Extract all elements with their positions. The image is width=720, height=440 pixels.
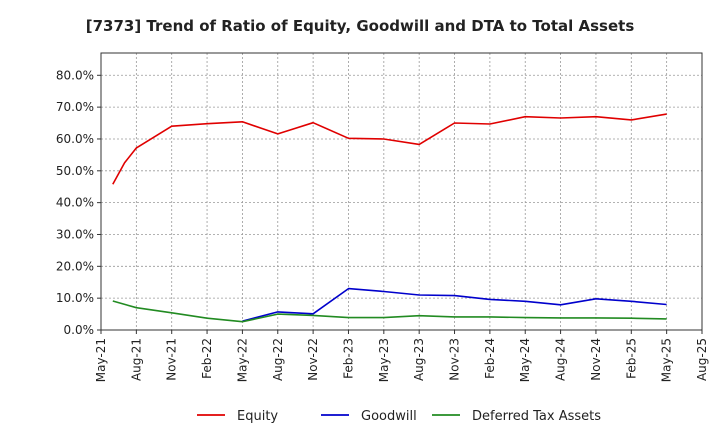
legend: Equity Goodwill Deferred Tax Assets — [197, 409, 601, 424]
y-tick-label: 10.0% — [56, 291, 94, 305]
x-tick-label: Feb-25 — [624, 338, 638, 379]
legend-label: Equity — [237, 409, 278, 424]
y-tick-label: 30.0% — [56, 227, 94, 241]
x-tick-label: Nov-21 — [165, 338, 179, 381]
y-tick-label: 50.0% — [56, 164, 94, 178]
y-tick-label: 40.0% — [56, 196, 94, 210]
x-tick-label: Aug-24 — [554, 338, 568, 381]
x-axis: May-21 Aug-21 Nov-21 Feb-22 May-22 Aug-22 Nov-… — [94, 330, 709, 382]
x-tick-label: Aug-23 — [412, 338, 426, 381]
chart-title: [7373] Trend of Ratio of Equity, Goodwil… — [86, 17, 635, 35]
x-tick-label: May-24 — [518, 338, 532, 382]
x-tick-label: May-22 — [235, 338, 249, 382]
y-tick-label: 80.0% — [56, 68, 94, 82]
series-line-equity — [112, 113, 667, 185]
x-tick-label: Nov-23 — [448, 338, 462, 381]
legend-label: Goodwill — [361, 409, 417, 424]
x-tick-label: Nov-24 — [589, 338, 603, 381]
x-tick-label: Aug-21 — [129, 338, 143, 381]
legend-label: Deferred Tax Assets — [472, 409, 601, 424]
y-tick-label: 20.0% — [56, 259, 94, 273]
x-tick-label: Aug-25 — [695, 338, 709, 381]
x-tick-label: May-21 — [94, 338, 108, 382]
y-tick-label: 70.0% — [56, 100, 94, 114]
x-tick-label: Feb-23 — [341, 338, 355, 379]
series-line-deferred-tax-assets — [112, 300, 667, 323]
x-tick-label: May-23 — [377, 338, 391, 382]
series-layer — [112, 113, 667, 323]
y-tick-label: 60.0% — [56, 132, 94, 146]
x-tick-label: Nov-22 — [306, 338, 320, 381]
y-axis: 0.0% 10.0% 20.0% 30.0% 40.0% 50.0% 60.0% 70.0% 8… — [56, 68, 101, 337]
x-tick-label: Feb-24 — [483, 338, 497, 379]
grid — [101, 53, 702, 330]
x-tick-label: Feb-22 — [200, 338, 214, 379]
plot-frame — [100, 52, 703, 331]
series-line-goodwill — [242, 287, 667, 322]
x-tick-label: May-25 — [660, 338, 674, 382]
x-tick-label: Aug-22 — [271, 338, 285, 381]
y-tick-label: 0.0% — [64, 323, 95, 337]
